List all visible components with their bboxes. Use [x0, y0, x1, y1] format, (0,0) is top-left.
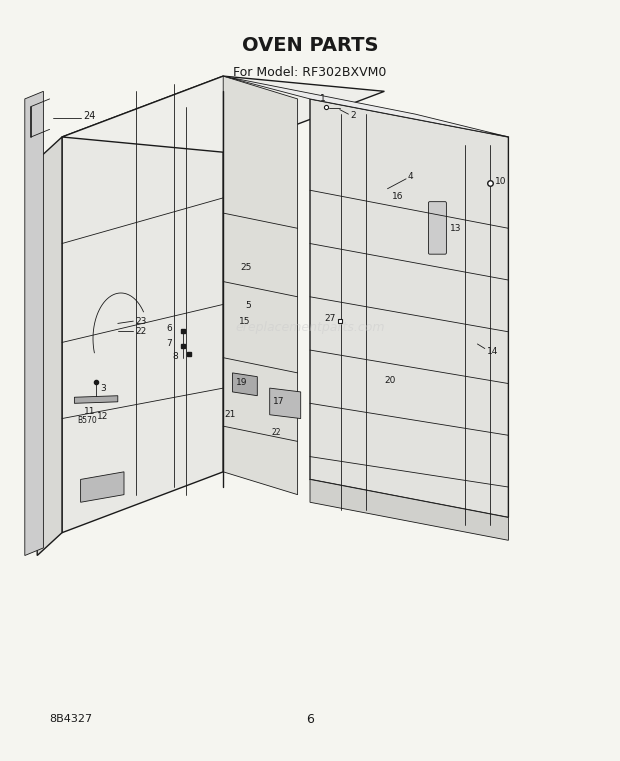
Polygon shape [37, 137, 62, 556]
Text: 20: 20 [384, 376, 396, 385]
Polygon shape [310, 99, 508, 517]
Text: 3: 3 [100, 384, 106, 393]
Text: 13: 13 [450, 224, 461, 233]
Polygon shape [62, 76, 384, 152]
Text: 19: 19 [236, 377, 247, 387]
Text: 16: 16 [392, 192, 404, 201]
Text: 10: 10 [495, 177, 507, 186]
Text: 21: 21 [224, 410, 236, 419]
Text: 23: 23 [135, 317, 146, 326]
Text: 1: 1 [319, 94, 326, 103]
Polygon shape [310, 479, 508, 540]
Text: OVEN PARTS: OVEN PARTS [242, 37, 378, 55]
Text: For Model: RF302BXVM0: For Model: RF302BXVM0 [233, 65, 387, 79]
Text: 8B4327: 8B4327 [50, 714, 93, 724]
Text: 14: 14 [487, 347, 498, 356]
Polygon shape [270, 388, 301, 419]
Text: 5: 5 [245, 301, 250, 310]
Text: 22: 22 [271, 428, 281, 437]
Text: 25: 25 [241, 263, 252, 272]
Text: 27: 27 [325, 314, 336, 323]
Text: 17: 17 [273, 397, 285, 406]
FancyBboxPatch shape [428, 202, 446, 254]
Polygon shape [223, 76, 508, 137]
Text: 6: 6 [306, 712, 314, 726]
Text: 22: 22 [135, 326, 146, 336]
Text: 6: 6 [167, 324, 172, 333]
Polygon shape [25, 91, 43, 556]
Polygon shape [81, 472, 124, 502]
Text: 7: 7 [167, 339, 172, 349]
Text: 8: 8 [173, 352, 179, 361]
Text: 12: 12 [97, 412, 108, 422]
Text: 15: 15 [239, 317, 250, 326]
Polygon shape [62, 76, 223, 533]
Text: B570: B570 [78, 416, 97, 425]
Text: 24: 24 [84, 110, 96, 121]
Polygon shape [232, 373, 257, 396]
Polygon shape [223, 76, 298, 495]
Text: 11: 11 [84, 407, 95, 416]
Polygon shape [74, 396, 118, 403]
Text: 2: 2 [350, 111, 356, 120]
Text: 4: 4 [408, 172, 414, 181]
Text: ereplacementparts.com: ereplacementparts.com [235, 320, 385, 334]
